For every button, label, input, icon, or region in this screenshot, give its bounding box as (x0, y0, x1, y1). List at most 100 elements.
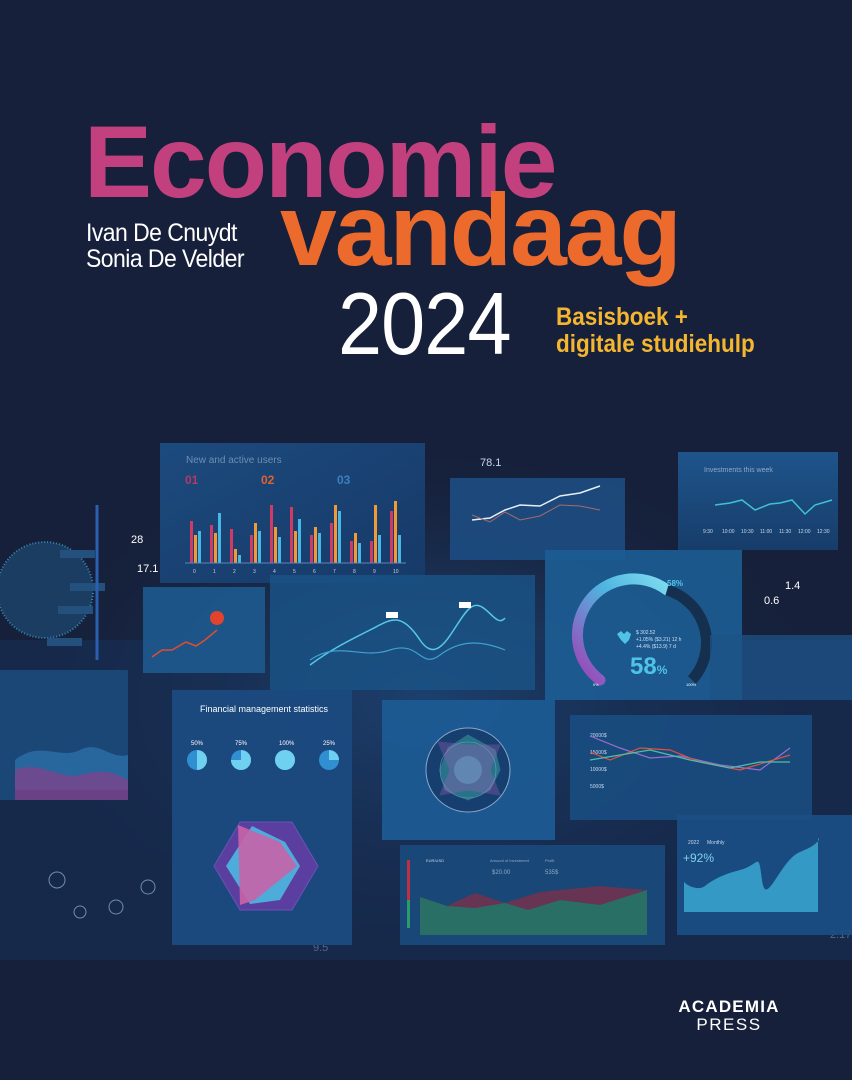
pie-percent: 100% (279, 741, 295, 747)
bar-x-label: 3 (253, 569, 256, 575)
pie-percent: 50% (191, 741, 204, 747)
floating-number: 0.6 (764, 595, 779, 607)
bar-x-label: 2 (233, 569, 236, 575)
users-panel-title: New and active users (186, 455, 282, 466)
finance-title: Financial management statistics (200, 704, 329, 714)
authors: Ivan De Cnuydt Sonia De Velder (86, 219, 245, 273)
bar (254, 523, 257, 563)
floating-number: 28 (131, 534, 143, 546)
gauge-change-12h: +1.05% ($3.21) 12 h (636, 637, 682, 643)
amount-label: Amount of Investment (490, 858, 530, 863)
bar-x-label: 4 (273, 569, 276, 575)
gauge-price: $ 302.52 (636, 630, 656, 636)
pie-slice (329, 750, 339, 760)
gauge-fill (571, 573, 673, 686)
bar (210, 525, 213, 563)
area-panel (0, 670, 128, 800)
bar (270, 505, 273, 563)
title-vandaag: vandaag (280, 173, 682, 287)
bar (334, 505, 337, 563)
profit-label: Profit (545, 858, 555, 863)
subtitle: Basisboek + digitale studiehulp (556, 304, 755, 358)
author-1: Ivan De Cnuydt (86, 219, 237, 247)
dashboard-collage: 78.1 28 17.1 1.4 0.6 9.5 2.17 New and ac… (0, 430, 852, 970)
bar (374, 505, 377, 563)
finance-panel: Financial management statistics 50% 75% 10… (172, 690, 352, 945)
bar-x-label: 9 (373, 569, 376, 575)
bar-x-label: 5 (293, 569, 296, 575)
multiline-panel: 20000$ 15000$ 10000$ 5000$ (570, 715, 812, 820)
bar (394, 501, 397, 563)
bar (354, 533, 357, 563)
time-label: 11:30 (779, 529, 791, 535)
bar (358, 543, 361, 563)
growth-period: Monthly (707, 840, 725, 846)
bar-x-label: 0 (193, 569, 196, 575)
time-label: 12:00 (798, 529, 811, 535)
investments-panel: Investments this week 9:30 10:00 10:30 11:0… (678, 452, 838, 550)
pie-percent: 75% (235, 741, 248, 747)
bubble-panel (48, 871, 156, 919)
bar (218, 513, 221, 563)
pie-slice (197, 750, 207, 770)
gauge-max: 100% (686, 682, 697, 687)
floating-number: 78.1 (480, 457, 501, 469)
floating-number: 17.1 (137, 563, 158, 575)
bar (294, 531, 297, 563)
step-number: 01 (185, 473, 199, 487)
bar-x-label: 6 (313, 569, 316, 575)
time-label: 10:30 (741, 529, 754, 535)
author-2: Sonia De Velder (86, 245, 245, 273)
bar-x-label: 10 (393, 569, 399, 575)
pie-slice (231, 750, 251, 770)
bar (350, 541, 353, 563)
investments-title: Investments this week (704, 467, 773, 474)
bar (198, 531, 201, 563)
bar (390, 511, 393, 563)
growth-change: +92% (683, 851, 714, 865)
pie-slice (275, 750, 295, 770)
time-label: 9:30 (703, 529, 713, 535)
bar (234, 549, 237, 563)
bar (230, 529, 233, 563)
bar (398, 535, 401, 563)
red-line-panel (143, 587, 265, 673)
publisher-logo: ACADEMIA PRESS (660, 998, 798, 1034)
bar-x-label: 1 (213, 569, 216, 575)
bar (194, 535, 197, 563)
gauge-min: 0% (593, 682, 599, 687)
y-label: 20000$ (590, 733, 607, 739)
bar-x-label: 7 (333, 569, 336, 575)
bar (290, 507, 293, 563)
time-label: 11:00 (760, 529, 772, 535)
gauge-change-7d: +4.4% ($13.9) 7 d (636, 644, 676, 650)
profit-value: 535$ (545, 870, 559, 876)
subtitle-line-2: digitale studiehulp (556, 330, 755, 358)
edition-year: 2024 (338, 274, 511, 373)
bar (370, 541, 373, 563)
y-label: 10000$ (590, 767, 607, 773)
gauge-panel: 58% $ 302.52 +1.05% ($3.21) 12 h +4.4% (… (545, 550, 742, 700)
bar (258, 531, 261, 563)
big-line-panel (270, 575, 535, 690)
bar (310, 535, 313, 563)
forex-pair: EUR/USD (426, 858, 444, 863)
bar (330, 523, 333, 563)
small-line-panel (450, 478, 625, 560)
bar (378, 535, 381, 563)
bar-x-label: 8 (353, 569, 356, 575)
globe-panel (0, 505, 105, 660)
amount-value: $20.00 (492, 870, 511, 876)
step-number: 03 (337, 473, 351, 487)
bar (298, 519, 301, 563)
floating-number: 1.4 (785, 580, 800, 592)
y-label: 15000$ (590, 750, 607, 756)
bar (274, 527, 277, 563)
bar (318, 533, 321, 563)
bar (250, 535, 253, 563)
pie-percent: 25% (323, 741, 336, 747)
title-economie: Economie (84, 105, 557, 219)
growth-panel: 2022 Monthly +92% (677, 815, 852, 935)
publisher-line-2: PRESS (696, 1015, 762, 1034)
